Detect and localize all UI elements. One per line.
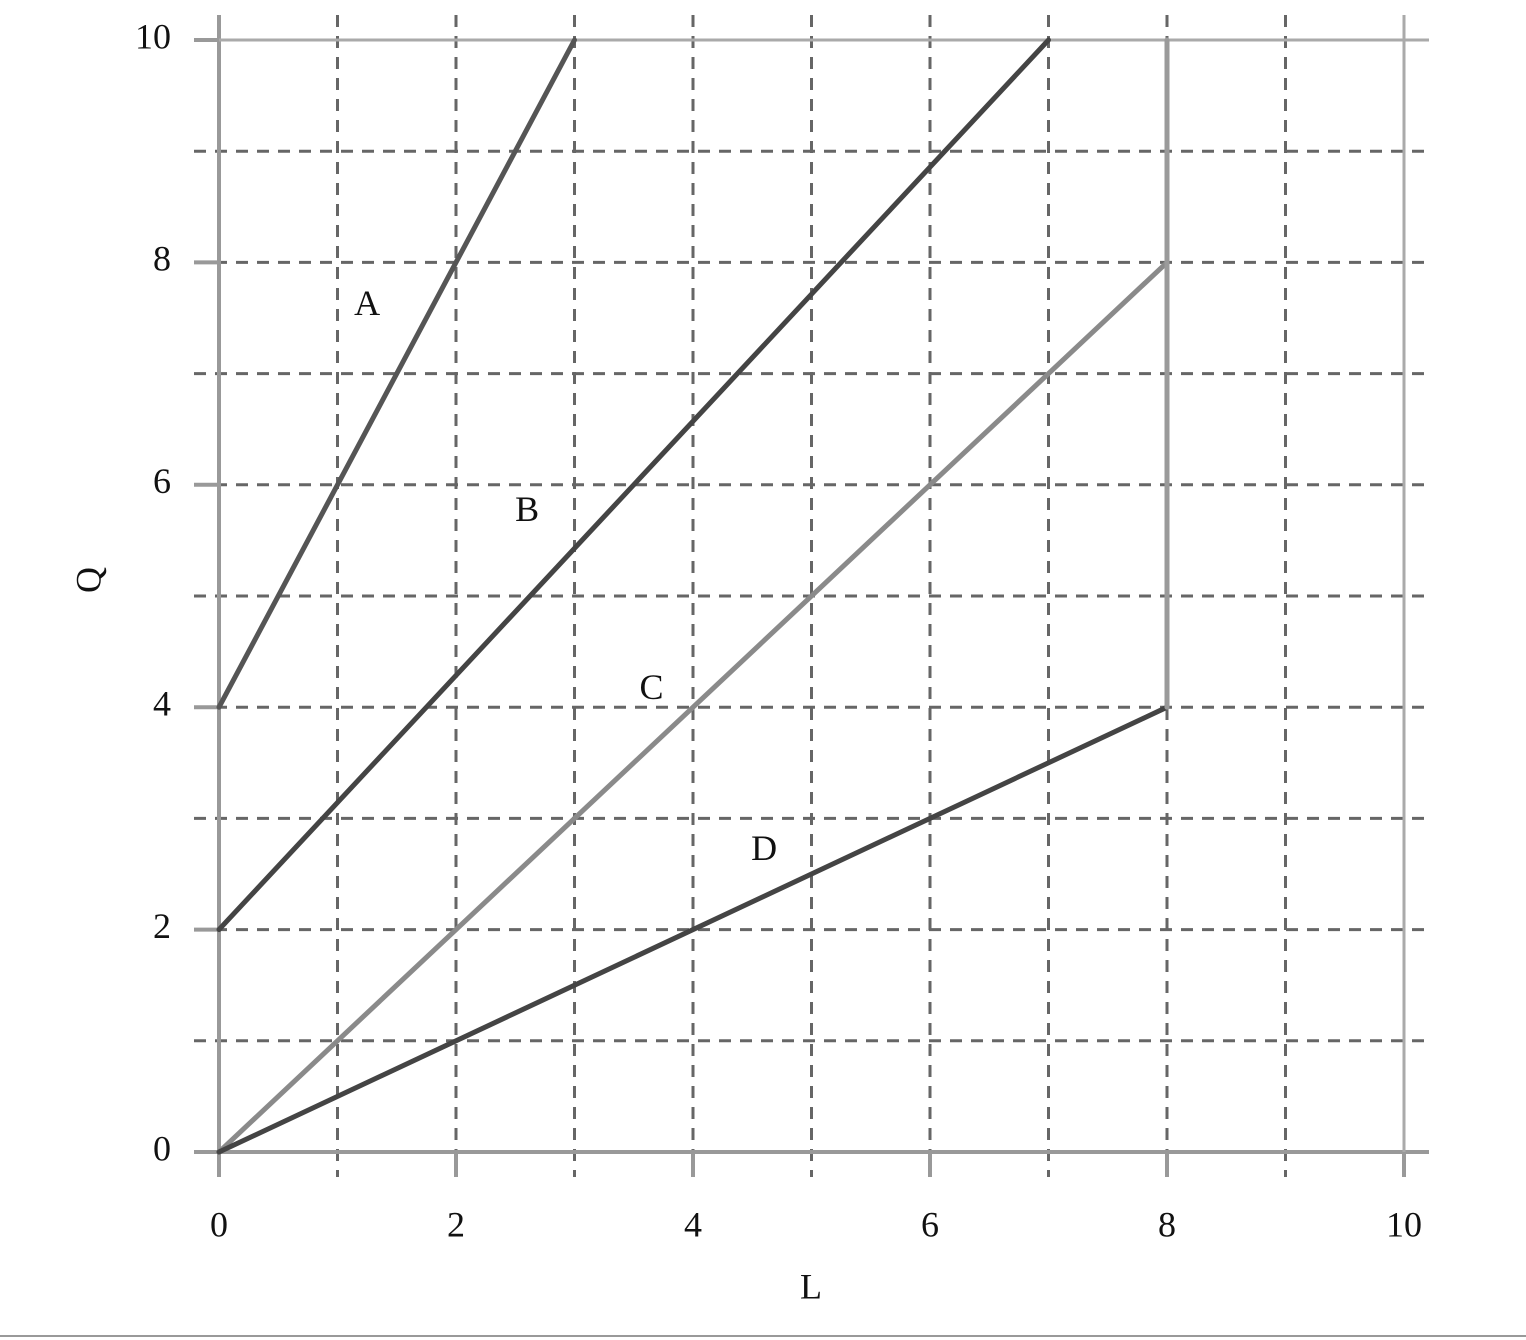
series-line — [216, 704, 1170, 1155]
series-line — [216, 37, 1051, 933]
series-line — [216, 37, 577, 710]
x-tick-label: 10 — [1386, 1204, 1422, 1244]
x-tick-label: 0 — [210, 1204, 228, 1244]
series-line — [216, 259, 1170, 1155]
x-tick-label: 4 — [684, 1204, 702, 1244]
y-tick-label: 0 — [153, 1128, 171, 1168]
y-axis-label: Q — [68, 567, 108, 593]
y-tick-label: 8 — [153, 239, 171, 279]
y-tick-label: 10 — [135, 16, 171, 56]
series-label: D — [751, 828, 777, 868]
y-tick-label: 6 — [153, 461, 171, 501]
y-tick-label: 4 — [153, 683, 171, 723]
series-label: B — [515, 489, 539, 529]
y-tick-label: 2 — [153, 906, 171, 946]
x-tick-label: 2 — [447, 1204, 465, 1244]
series-label: C — [640, 667, 664, 707]
x-tick-label: 6 — [921, 1204, 939, 1244]
series-label: A — [354, 283, 380, 323]
x-tick-label: 8 — [1158, 1204, 1176, 1244]
x-axis-label: L — [800, 1266, 822, 1306]
